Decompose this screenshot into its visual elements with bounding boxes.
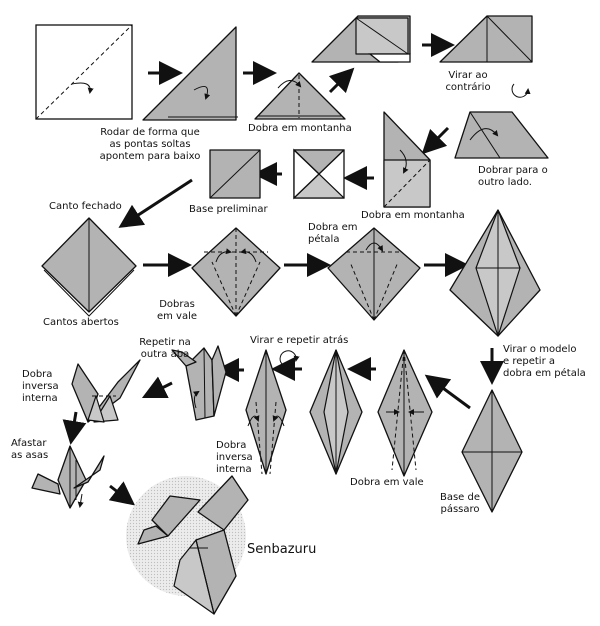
- step-12-petal-fold: [327, 227, 421, 321]
- label-spread-wings: Afastar as asas: [11, 438, 49, 461]
- step-14-bird-base: [461, 389, 523, 513]
- label-valley-fold: Dobra em vale: [350, 477, 424, 488]
- step-arrow-icon: [421, 126, 450, 155]
- step-16-narrow-diamond: [309, 349, 363, 475]
- flip-over-icon: [511, 83, 531, 98]
- step-1-square: [35, 24, 133, 120]
- label-flip-over: Virar ao contrário: [445, 70, 491, 93]
- step-arrow-icon: [424, 374, 471, 410]
- label-open-corners: Cantos abertos: [43, 317, 119, 328]
- step-20-spread-wings: [31, 445, 105, 509]
- label-rotate-instruction: Rodar de forma que as pontas soltas apon…: [99, 127, 201, 162]
- label-flip-repeat-behind: Virar e repetir atrás: [250, 335, 349, 346]
- label-closed-corner: Canto fechado: [49, 201, 122, 212]
- label-senbazuru: Senbazuru: [247, 542, 317, 557]
- step-19-crane-body: [71, 359, 141, 423]
- step-arrow-icon: [141, 376, 173, 399]
- flip-over-icon: [279, 350, 300, 365]
- step-11-valley-folds: [191, 227, 281, 317]
- label-inside-reverse-fold-1: Dobra inversa interna: [22, 369, 59, 404]
- label-flip-repeat-petal: Virar o modelo e repetir a dobra em péta…: [503, 344, 586, 379]
- step-arrow-icon: [108, 481, 136, 506]
- step-8-preliminary-fold: [293, 148, 345, 200]
- label-inside-reverse-fold-2: Dobra inversa interna: [216, 440, 253, 475]
- step-3-triangle-mountain: [254, 72, 346, 120]
- step-7-mountain-fold: [383, 111, 431, 208]
- step-4-squash: [311, 15, 411, 63]
- step-13-petal-result: [449, 209, 541, 337]
- label-mountain-fold-1: Dobra em montanha: [248, 123, 352, 134]
- step-arrow-icon: [328, 67, 355, 94]
- label-fold-other-side: Dobrar para o outro lado.: [478, 165, 548, 188]
- step-5-square-triangle: [439, 15, 533, 63]
- step-18-neck-tail: [171, 345, 227, 421]
- step-15-valley-fold: [377, 349, 433, 477]
- label-preliminary-base: Base preliminar: [189, 204, 268, 215]
- step-2-triangle: [142, 26, 238, 121]
- step-17-inside-reverse-folds: [245, 349, 287, 475]
- step-arrow-icon: [62, 411, 87, 445]
- step-9-preliminary-base: [209, 149, 261, 199]
- step-6-fold-other-side: [454, 111, 549, 159]
- label-repeat-other-flap: Repetir na outra aba: [139, 337, 191, 360]
- label-valley-folds: Dobras em vale: [156, 299, 198, 322]
- label-mountain-fold-2: Dobra em montanha: [361, 210, 465, 221]
- step-10-kite-open: [41, 217, 137, 317]
- label-petal-fold: Dobra em pétala: [308, 222, 358, 245]
- step-arrow-icon: [118, 178, 193, 228]
- label-bird-base: Base de pássaro: [439, 492, 481, 515]
- finished-crane: [126, 475, 249, 615]
